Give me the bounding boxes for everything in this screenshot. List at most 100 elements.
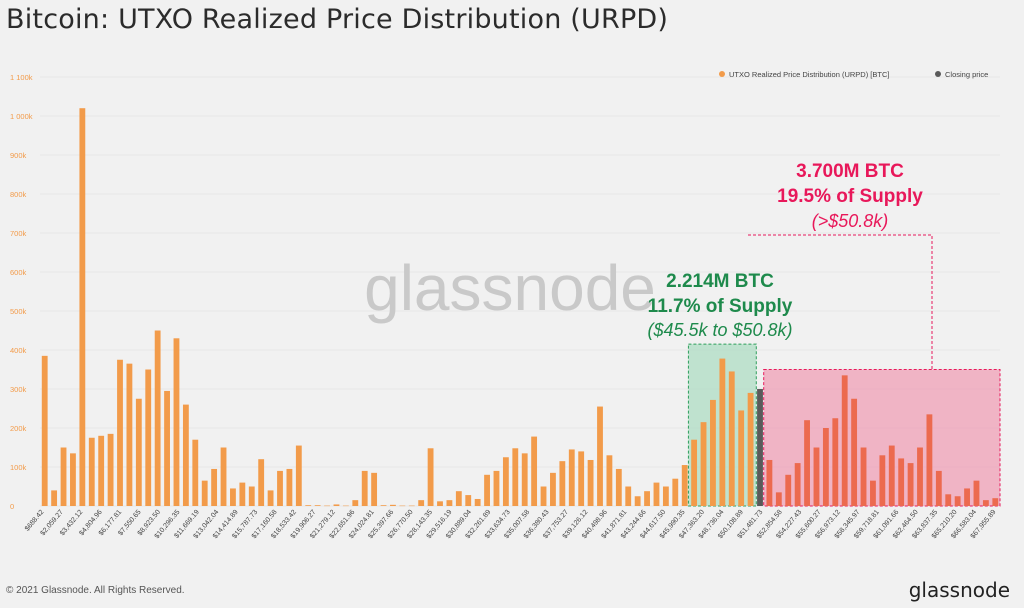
bar[interactable] — [314, 505, 321, 506]
bar[interactable] — [333, 504, 340, 506]
bar[interactable] — [258, 459, 265, 506]
bar[interactable] — [879, 455, 886, 506]
bar[interactable] — [286, 468, 293, 506]
bar[interactable] — [813, 447, 820, 507]
bar[interactable] — [502, 457, 509, 506]
bar[interactable] — [625, 486, 632, 507]
bar[interactable] — [822, 428, 829, 506]
bar[interactable] — [964, 488, 970, 506]
legend-urpd-label[interactable]: UTXO Realized Price Distribution (URPD) … — [729, 70, 889, 79]
bar[interactable] — [484, 474, 490, 506]
bar[interactable] — [531, 436, 538, 506]
bar[interactable] — [295, 445, 302, 506]
bar[interactable] — [239, 482, 246, 506]
bar[interactable] — [455, 491, 462, 506]
bar[interactable] — [644, 491, 650, 506]
bar[interactable] — [324, 505, 330, 507]
bar[interactable] — [672, 478, 679, 506]
bar[interactable] — [587, 459, 594, 506]
bar[interactable] — [578, 451, 585, 506]
bar[interactable] — [907, 463, 914, 506]
bar[interactable] — [804, 420, 810, 506]
bar[interactable] — [785, 474, 792, 506]
bar[interactable] — [841, 375, 848, 506]
bar[interactable] — [371, 472, 378, 506]
bar[interactable] — [192, 439, 199, 506]
bar[interactable] — [117, 359, 123, 506]
bar[interactable] — [747, 392, 754, 506]
bar[interactable] — [427, 448, 434, 506]
bar[interactable] — [182, 404, 189, 506]
bar[interactable] — [794, 463, 801, 506]
bar[interactable] — [51, 490, 58, 506]
bar[interactable] — [248, 486, 255, 507]
bar[interactable] — [164, 390, 170, 506]
bar[interactable] — [135, 398, 142, 506]
bar[interactable] — [992, 498, 999, 506]
bar[interactable] — [88, 437, 95, 506]
bar[interactable] — [653, 482, 660, 506]
bar[interactable] — [691, 439, 698, 506]
bar[interactable] — [954, 496, 961, 506]
bar[interactable] — [898, 458, 905, 506]
bar[interactable] — [79, 108, 86, 506]
bar[interactable] — [474, 498, 481, 506]
bar[interactable] — [870, 480, 876, 506]
bar[interactable] — [568, 449, 575, 506]
bar[interactable] — [211, 468, 218, 506]
bar[interactable] — [738, 410, 745, 506]
bar[interactable] — [408, 505, 415, 507]
bar[interactable] — [154, 330, 161, 507]
bar[interactable] — [201, 480, 208, 506]
bar[interactable] — [145, 369, 152, 507]
bar[interactable] — [98, 435, 105, 506]
bar[interactable] — [399, 505, 406, 507]
bar[interactable] — [540, 486, 547, 507]
bar[interactable] — [700, 422, 707, 506]
bar[interactable] — [352, 500, 359, 506]
bar[interactable] — [775, 492, 782, 506]
bar[interactable] — [220, 447, 227, 507]
bar[interactable] — [606, 455, 613, 506]
bar[interactable] — [728, 371, 735, 506]
bar[interactable] — [418, 500, 425, 506]
bar[interactable] — [851, 398, 858, 506]
bar[interactable] — [615, 468, 622, 506]
bar[interactable] — [917, 447, 923, 507]
bar[interactable] — [973, 480, 980, 506]
bar[interactable] — [597, 406, 603, 506]
bar[interactable] — [945, 494, 952, 506]
bar[interactable] — [277, 470, 283, 506]
bar[interactable] — [935, 470, 942, 506]
bar[interactable] — [521, 453, 528, 506]
bar[interactable] — [982, 500, 989, 506]
bar[interactable] — [550, 472, 556, 506]
bar[interactable] — [390, 504, 396, 506]
bar[interactable] — [230, 488, 236, 506]
bar[interactable] — [305, 505, 312, 506]
bar[interactable] — [342, 505, 349, 507]
bar[interactable] — [60, 447, 67, 507]
bar[interactable] — [380, 505, 387, 506]
bar[interactable] — [860, 447, 867, 507]
closing-price-bar[interactable] — [757, 389, 763, 506]
bar[interactable] — [559, 461, 566, 506]
bar[interactable] — [107, 433, 114, 506]
bar[interactable] — [361, 470, 368, 506]
bar[interactable] — [465, 495, 472, 506]
bar[interactable] — [126, 363, 133, 506]
bar[interactable] — [437, 501, 443, 506]
bar[interactable] — [926, 414, 933, 506]
bar[interactable] — [173, 338, 180, 506]
bar[interactable] — [634, 496, 641, 506]
bar[interactable] — [766, 459, 773, 506]
bar[interactable] — [267, 490, 274, 506]
bar[interactable] — [512, 448, 519, 506]
bar[interactable] — [710, 399, 716, 506]
bar[interactable] — [888, 445, 895, 506]
bar[interactable] — [70, 453, 76, 506]
legend[interactable]: UTXO Realized Price Distribution (URPD) … — [719, 70, 988, 79]
legend-closing-label[interactable]: Closing price — [945, 70, 988, 79]
bar[interactable] — [832, 418, 839, 506]
bar[interactable] — [681, 465, 688, 506]
